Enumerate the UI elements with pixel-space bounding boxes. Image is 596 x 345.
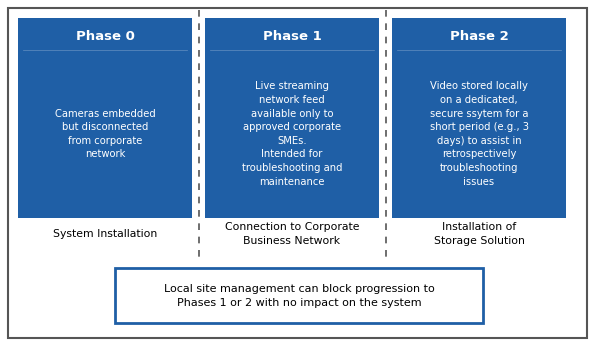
FancyBboxPatch shape	[392, 18, 566, 218]
Text: Live streaming
network feed
available only to
approved corporate
SMEs.
Intended : Live streaming network feed available on…	[242, 81, 342, 187]
Text: Video stored locally
on a dedicated,
secure ssytem for a
short period (e.g., 3
d: Video stored locally on a dedicated, sec…	[430, 81, 529, 187]
Text: Cameras embedded
but disconnected
from corporate
network: Cameras embedded but disconnected from c…	[55, 109, 156, 159]
Text: System Installation: System Installation	[53, 229, 157, 239]
Text: Installation of
Storage Solution: Installation of Storage Solution	[433, 223, 524, 246]
Text: Local site management can block progression to
Phases 1 or 2 with no impact on t: Local site management can block progress…	[164, 284, 434, 307]
Text: Phase 2: Phase 2	[449, 30, 508, 42]
FancyBboxPatch shape	[8, 8, 587, 338]
Text: Connection to Corporate
Business Network: Connection to Corporate Business Network	[225, 223, 359, 246]
Text: Phase 1: Phase 1	[263, 30, 321, 42]
FancyBboxPatch shape	[18, 18, 192, 218]
FancyBboxPatch shape	[115, 268, 483, 323]
Text: Phase 0: Phase 0	[76, 30, 135, 42]
FancyBboxPatch shape	[205, 18, 379, 218]
